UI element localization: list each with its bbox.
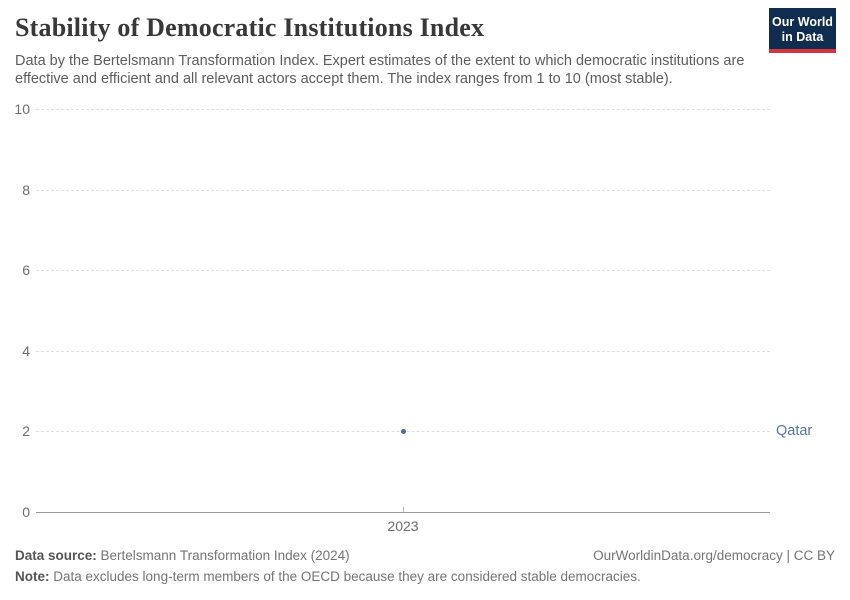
gridline-y4 — [36, 350, 770, 352]
y-axis-tick-label-8: 8 — [22, 181, 30, 198]
y-axis-tick-label-4: 4 — [22, 342, 30, 359]
y-axis-tick-label-10: 10 — [14, 101, 30, 117]
y-axis-tick-label-6: 6 — [22, 262, 30, 279]
footer-source-row: OurWorldinData.org/democracy | CC BY Dat… — [15, 548, 835, 564]
owid-logo-line1: Our World — [772, 15, 833, 29]
note-value: Data excludes long-term members of the O… — [49, 569, 641, 584]
gridline-y8 — [36, 189, 770, 191]
data-source-label: Data source: — [15, 548, 97, 563]
page-title: Stability of Democratic Institutions Ind… — [15, 13, 485, 42]
x-axis-tick-label: 2023 — [387, 518, 419, 534]
x-axis-tick-mark — [403, 507, 404, 512]
owid-logo-line2: in Data — [781, 30, 824, 44]
data-source-value: Bertelsmann Transformation Index (2024) — [96, 548, 350, 563]
gridline-y6 — [36, 270, 770, 272]
y-axis-tick-label-0: 0 — [22, 504, 30, 520]
chart-subtitle: Data by the Bertelsmann Transformation I… — [15, 53, 745, 87]
entity-label-qatar[interactable]: Qatar — [776, 423, 813, 440]
data-point-qatar[interactable] — [400, 428, 406, 434]
footer-note-row: Note: Data excludes long-term members of… — [15, 569, 835, 585]
x-axis-line — [36, 512, 770, 513]
gridline-y10 — [36, 109, 770, 110]
note-label: Note: — [15, 569, 50, 584]
owid-logo[interactable]: Our World in Data — [769, 8, 836, 53]
y-axis-tick-label-2: 2 — [22, 423, 30, 440]
attribution-link[interactable]: OurWorldinData.org/democracy | CC BY — [593, 548, 835, 563]
